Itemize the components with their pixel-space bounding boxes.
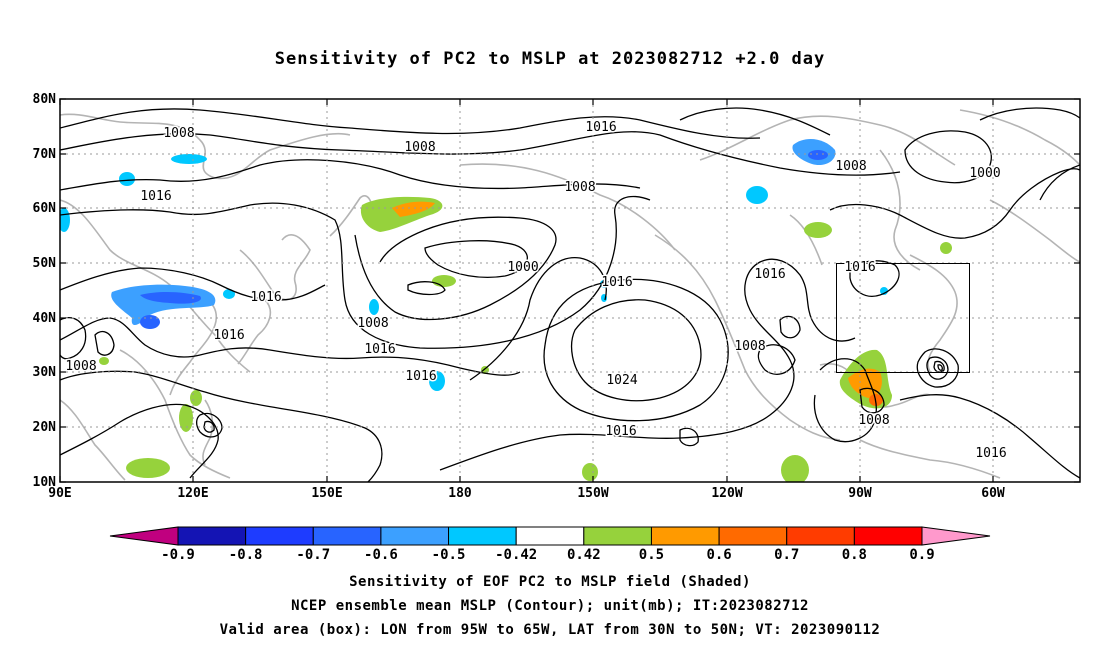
contour-label: 1008 xyxy=(835,159,866,174)
colorbar xyxy=(109,526,991,546)
contour-label: 1008 xyxy=(163,126,194,141)
contour-label: 1016 xyxy=(975,446,1006,461)
neg-patch-small1 xyxy=(171,154,207,164)
lat-label: 60N xyxy=(33,201,57,216)
latitude-labels: 80N 70N 60N 50N 40N 30N 20N 10N xyxy=(33,92,57,490)
lon-label: 180 xyxy=(448,486,472,501)
contour-label: 1008 xyxy=(357,316,388,331)
pos-patch-newfoundland xyxy=(940,242,952,254)
contour-label: 1016 xyxy=(364,342,395,357)
neg-patch-hudson-core xyxy=(808,150,828,160)
pos-patch-scs1 xyxy=(126,458,170,478)
pos-patch-rockies xyxy=(804,222,832,238)
lat-label: 30N xyxy=(33,365,57,380)
lon-label: 90E xyxy=(48,486,71,501)
colorbar-swatch xyxy=(786,526,855,546)
lat-label: 80N xyxy=(33,92,57,107)
neg-patch-small4 xyxy=(223,289,235,299)
contour-label: 1016 xyxy=(585,120,616,135)
contour-label: 1008 xyxy=(858,413,889,428)
lon-label: 60W xyxy=(981,486,1005,501)
contour-label: 1008 xyxy=(404,140,435,155)
pos-patch-scs3 xyxy=(190,390,202,406)
pos-patch-hawaii xyxy=(582,463,598,481)
contour-label: 1016 xyxy=(405,369,436,384)
contour-label: 1024 xyxy=(606,373,637,388)
colorbar-swatch xyxy=(448,526,517,546)
colorbar-label: 0.6 xyxy=(706,547,731,563)
lat-label: 50N xyxy=(33,256,57,271)
colorbar-label: 0.9 xyxy=(909,547,934,563)
grid-lines xyxy=(60,99,1080,482)
map-frame xyxy=(59,98,1081,483)
pos-patch-scs2 xyxy=(179,404,193,432)
contour-label: 1016 xyxy=(754,267,785,282)
neg-patch-asia-core xyxy=(140,292,201,304)
neg-patch-small6 xyxy=(369,299,379,315)
neg-patch-asia2 xyxy=(140,315,160,329)
caption-shading: Sensitivity of EOF PC2 to MSLP field (Sh… xyxy=(349,574,751,590)
neg-patch-small2 xyxy=(119,172,135,186)
colorbar-min-triangle xyxy=(109,526,179,546)
axis-ticks xyxy=(59,98,1080,483)
colorbar-label: 0.7 xyxy=(774,547,799,563)
contour-label: 1008 xyxy=(564,180,595,195)
lon-label: 150E xyxy=(311,486,342,501)
colorbar-swatch xyxy=(515,526,585,546)
lon-label: 150W xyxy=(577,486,608,501)
lat-label: 10N xyxy=(33,475,57,490)
colorbar-swatch xyxy=(380,526,450,546)
mslp-contours xyxy=(60,107,1080,482)
contour-labels: 1008 1008 1016 1016 1008 1000 1008 1000 1016 1016… xyxy=(64,119,1008,463)
pos-patch-mexico xyxy=(781,455,809,482)
contour-label: 1016 xyxy=(250,290,281,305)
colorbar-swatch xyxy=(583,526,652,546)
longitude-labels: 90E 120E 150E 180 150W 120W 90W 60W xyxy=(48,486,1005,501)
colorbar-labels: -0.9 -0.8 -0.7 -0.6 -0.5 -0.42 0.42 0.5 0.6 0.7 0.… xyxy=(161,547,935,563)
colorbar-label: -0.8 xyxy=(229,547,263,563)
contour-label: 1008 xyxy=(734,339,765,354)
contour-label: 1016 xyxy=(140,189,171,204)
colorbar-swatch xyxy=(853,526,923,546)
colorbar-swatch xyxy=(312,526,382,546)
lon-label: 120W xyxy=(711,486,742,501)
colorbar-label: 0.8 xyxy=(842,547,867,563)
lat-label: 40N xyxy=(33,311,57,326)
pos-patch-small-asia xyxy=(99,357,109,365)
lon-label: 120E xyxy=(177,486,208,501)
lon-label: 90W xyxy=(848,486,872,501)
contour-label: 1016 xyxy=(605,424,636,439)
mslp-sensitivity-map: 80N 70N 60N 50N 40N 30N 20N 10N 90E 120E 150E 180 1… xyxy=(33,92,1081,563)
neg-patch-small5 xyxy=(429,371,445,391)
colorbar-label: -0.6 xyxy=(364,547,398,563)
caption-contour: NCEP ensemble mean MSLP (Contour); unit(… xyxy=(291,598,809,614)
contour-label: 1016 xyxy=(601,275,632,290)
lat-label: 20N xyxy=(33,420,57,435)
colorbar-swatch xyxy=(650,526,720,546)
lat-label: 70N xyxy=(33,147,57,162)
sensitivity-shading xyxy=(60,138,952,482)
caption-valid-area: Valid area (box): LON from 95W to 65W, L… xyxy=(219,622,881,638)
contour-label: 1016 xyxy=(213,328,244,343)
colorbar-swatch xyxy=(177,526,247,546)
colorbar-label: 0.42 xyxy=(567,547,601,563)
colorbar-label: -0.5 xyxy=(432,547,466,563)
contour-label: 1016 xyxy=(844,260,875,275)
valid-area-box xyxy=(836,263,970,373)
contour-label: 1008 xyxy=(65,359,96,374)
pos-patch-kamchatka-core xyxy=(392,201,435,217)
colorbar-swatch xyxy=(245,526,314,546)
pos-patch-pacific1 xyxy=(432,275,456,287)
contour-label: 1000 xyxy=(507,260,538,275)
colorbar-label: -0.9 xyxy=(161,547,195,563)
colorbar-swatch xyxy=(718,526,788,546)
colorbar-label: -0.42 xyxy=(495,547,537,563)
contour-label: 1000 xyxy=(969,166,1000,181)
chart-title: Sensitivity of PC2 to MSLP at 2023082712… xyxy=(274,49,826,69)
colorbar-label: 0.5 xyxy=(639,547,664,563)
neg-patch-small7 xyxy=(746,186,768,204)
colorbar-label: -0.7 xyxy=(296,547,330,563)
colorbar-max-triangle xyxy=(921,526,991,546)
